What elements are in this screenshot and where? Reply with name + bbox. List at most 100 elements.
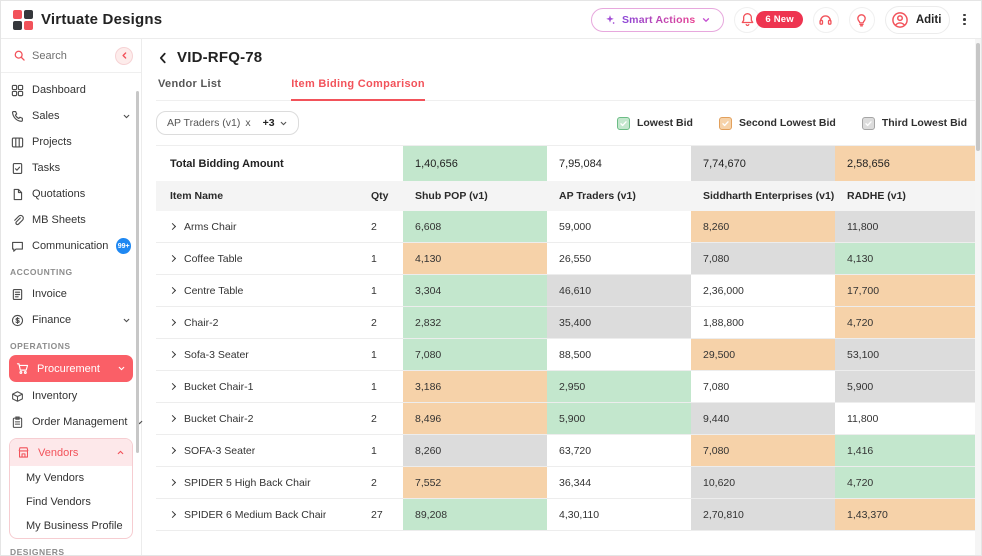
item-name-cell[interactable]: Sofa-3 Seater bbox=[156, 339, 361, 370]
sidebar-item-finance[interactable]: Finance bbox=[9, 307, 133, 333]
more-filters-count[interactable]: +3 bbox=[262, 117, 275, 129]
item-name-cell[interactable]: Centre Table bbox=[156, 275, 361, 306]
box-icon bbox=[11, 390, 24, 403]
column-header-3: AP Traders (v1) bbox=[559, 190, 636, 202]
sidebar-item-tasks[interactable]: Tasks bbox=[9, 155, 133, 181]
item-name-cell[interactable]: SPIDER 6 Medium Back Chair bbox=[156, 499, 361, 530]
total-bid-cell: 7,74,670 bbox=[691, 146, 835, 181]
expand-chevron-icon[interactable] bbox=[168, 286, 177, 295]
sidebar-item-find-vendors[interactable]: Find Vendors bbox=[26, 496, 91, 508]
legend-third-lowest-bid: Third Lowest Bid bbox=[861, 116, 967, 130]
bid-cell: 5,900 bbox=[835, 371, 976, 402]
sidebar-item-my-vendors[interactable]: My Vendors bbox=[26, 472, 85, 484]
vendor-filter-chip[interactable]: AP Traders (v1) x +3 bbox=[156, 111, 299, 135]
tab-item-biding-comparison[interactable]: Item Biding Comparison bbox=[291, 78, 425, 101]
communication-badge: 99+ bbox=[116, 238, 131, 254]
bid-cell: 63,720 bbox=[559, 444, 592, 457]
qty-cell: 2 bbox=[371, 476, 377, 489]
table-header-row: Item Name Qty Shub POP (v1) AP Traders (v1)… bbox=[156, 181, 976, 211]
bid-cell: 2,832 bbox=[403, 307, 547, 338]
main-content: VID-RFQ-78 Vendor List Item Biding Compa… bbox=[142, 39, 981, 555]
table-row: Centre Table 1 3,304 46,610 2,36,000 17,700 bbox=[156, 275, 976, 307]
sidebar-collapse-button[interactable] bbox=[115, 46, 133, 65]
bid-cell: 1,416 bbox=[835, 435, 976, 466]
expand-chevron-icon[interactable] bbox=[168, 382, 177, 391]
bid-cell: 8,260 bbox=[403, 435, 547, 466]
bid-cell: 4,720 bbox=[835, 467, 976, 498]
lowest-bid-swatch-icon bbox=[616, 116, 630, 130]
item-name: SPIDER 6 Medium Back Chair bbox=[184, 508, 327, 521]
expand-chevron-icon[interactable] bbox=[168, 510, 177, 519]
user-menu[interactable]: Aditi bbox=[884, 5, 951, 34]
clipboard-check-icon bbox=[11, 162, 24, 175]
item-name-cell[interactable]: Arms Chair bbox=[156, 211, 361, 242]
remove-filter-button[interactable]: x bbox=[245, 117, 251, 129]
bid-cell: 29,500 bbox=[691, 339, 835, 370]
item-name: Arms Chair bbox=[184, 220, 237, 233]
invoice-icon bbox=[11, 288, 24, 301]
expand-chevron-icon[interactable] bbox=[168, 222, 177, 231]
topbar-actions: Smart Actions 6 New Adi bbox=[590, 5, 969, 34]
column-header-2: Shub POP (v1) bbox=[415, 190, 488, 202]
bell-icon[interactable] bbox=[734, 6, 761, 33]
expand-chevron-icon[interactable] bbox=[168, 318, 177, 327]
sidebar-item-dashboard[interactable]: Dashboard bbox=[9, 77, 133, 103]
page-scrollbar[interactable] bbox=[975, 39, 981, 555]
brand: Virtuate Designs bbox=[13, 9, 162, 30]
sidebar-item-procurement[interactable]: Procurement bbox=[9, 355, 133, 382]
topbar: Virtuate Designs Smart Actions 6 New bbox=[1, 1, 981, 39]
item-name-cell[interactable]: Chair-2 bbox=[156, 307, 361, 338]
sidebar-item-invoice[interactable]: Invoice bbox=[9, 281, 133, 307]
tab-vendor-list[interactable]: Vendor List bbox=[158, 78, 222, 90]
search-input[interactable] bbox=[32, 49, 98, 62]
bid-cell: 36,344 bbox=[559, 476, 592, 489]
expand-chevron-icon[interactable] bbox=[168, 350, 177, 359]
sidebar-scrollbar[interactable] bbox=[135, 91, 139, 453]
bid-cell: 89,208 bbox=[403, 499, 547, 530]
sidebar: Dashboard Sales Projects Tasks Quotation… bbox=[1, 39, 143, 555]
back-button[interactable] bbox=[156, 51, 170, 65]
table-row: SOFA-3 Seater 1 8,260 63,720 7,080 1,416 bbox=[156, 435, 976, 467]
column-header-0: Item Name bbox=[170, 190, 224, 202]
smart-actions-button[interactable]: Smart Actions bbox=[590, 7, 725, 32]
paperclip-icon bbox=[11, 214, 24, 227]
item-name-cell[interactable]: Coffee Table bbox=[156, 243, 361, 274]
sidebar-item-communication[interactable]: Communication 99+ bbox=[9, 233, 133, 259]
item-name-cell[interactable]: Bucket Chair-1 bbox=[156, 371, 361, 402]
expand-chevron-icon[interactable] bbox=[168, 414, 177, 423]
expand-chevron-icon[interactable] bbox=[168, 254, 177, 263]
sidebar-item-my-business-profile[interactable]: My Business Profile bbox=[26, 520, 123, 532]
bid-cell: 1,43,370 bbox=[835, 499, 976, 530]
vendors-group: Vendors My Vendors Find Vendors My Busin… bbox=[9, 438, 133, 539]
kebab-menu-icon[interactable] bbox=[960, 12, 969, 28]
total-bidding-row: Total Bidding Amount 1,40,656 7,95,084 7,74… bbox=[156, 145, 976, 181]
search-box bbox=[9, 46, 110, 65]
legend-second-lowest-bid: Second Lowest Bid bbox=[718, 116, 836, 130]
expand-chevron-icon[interactable] bbox=[168, 478, 177, 487]
item-name-cell[interactable]: SOFA-3 Seater bbox=[156, 435, 361, 466]
cart-icon bbox=[16, 362, 29, 375]
sidebar-item-inventory[interactable]: Inventory bbox=[9, 383, 133, 409]
avatar bbox=[891, 11, 909, 29]
chat-icon bbox=[11, 240, 24, 253]
dollar-circle-icon bbox=[11, 314, 24, 327]
item-name-cell[interactable]: SPIDER 5 High Back Chair bbox=[156, 467, 361, 498]
sidebar-item-projects[interactable]: Projects bbox=[9, 129, 133, 155]
sidebar-item-mb-sheets[interactable]: MB Sheets bbox=[9, 207, 133, 233]
bid-cell: 5,900 bbox=[547, 403, 691, 434]
notification-badge[interactable]: 6 New bbox=[756, 11, 803, 28]
item-name-cell[interactable]: Bucket Chair-2 bbox=[156, 403, 361, 434]
bid-cell: 7,080 bbox=[703, 380, 730, 393]
headset-icon[interactable] bbox=[812, 6, 839, 33]
sidebar-item-vendors[interactable]: Vendors bbox=[10, 439, 132, 466]
lightbulb-icon[interactable] bbox=[848, 6, 875, 33]
sidebar-item-sales[interactable]: Sales bbox=[9, 103, 133, 129]
table-row: Bucket Chair-2 2 8,496 5,900 9,440 11,800 bbox=[156, 403, 976, 435]
qty-cell: 1 bbox=[371, 380, 377, 393]
sidebar-item-order-management[interactable]: Order Management bbox=[9, 409, 143, 435]
sidebar-item-quotations[interactable]: Quotations bbox=[9, 181, 133, 207]
bid-cell: 10,620 bbox=[691, 467, 835, 498]
bid-cell: 7,080 bbox=[403, 339, 547, 370]
expand-chevron-icon[interactable] bbox=[168, 446, 177, 455]
page-scrollbar-thumb[interactable] bbox=[976, 43, 980, 151]
